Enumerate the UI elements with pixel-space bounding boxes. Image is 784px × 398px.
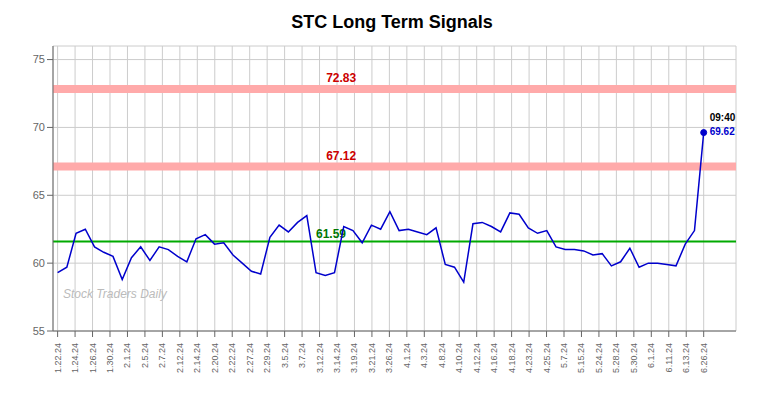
svg-text:61.59: 61.59 <box>316 226 346 241</box>
svg-text:1.26.24: 1.26.24 <box>88 343 98 373</box>
svg-text:4.1.24: 4.1.24 <box>402 343 412 368</box>
svg-text:3.14.24: 3.14.24 <box>332 343 342 373</box>
svg-text:6.13.24: 6.13.24 <box>681 343 691 373</box>
html-text:STC Long Term Signals: STC Long Term Signals <box>291 12 493 32</box>
svg-text:65: 65 <box>33 189 45 201</box>
svg-text:4.3.24: 4.3.24 <box>419 343 429 368</box>
svg-text:4.8.24: 4.8.24 <box>437 343 447 368</box>
svg-text:5.15.24: 5.15.24 <box>576 343 586 373</box>
svg-text:5.30.24: 5.30.24 <box>629 343 639 373</box>
svg-text:72.83: 72.83 <box>326 71 356 85</box>
svg-text:2.29.24: 2.29.24 <box>262 343 272 373</box>
svg-text:4.23.24: 4.23.24 <box>524 343 534 373</box>
svg-text:2.14.24: 2.14.24 <box>192 343 202 373</box>
svg-text:3.5.24: 3.5.24 <box>280 343 290 368</box>
svg-text:6.1.24: 6.1.24 <box>646 343 656 368</box>
svg-text:1.24.24: 1.24.24 <box>70 343 80 373</box>
svg-text:75: 75 <box>33 53 45 65</box>
svg-text:6.26.24: 6.26.24 <box>699 343 709 373</box>
svg-text:60: 60 <box>33 257 45 269</box>
svg-text:4.18.24: 4.18.24 <box>507 343 517 373</box>
svg-text:6.11.24: 6.11.24 <box>664 343 674 372</box>
svg-text:55: 55 <box>33 325 45 337</box>
svg-text:70: 70 <box>33 121 45 133</box>
svg-text:2.7.24: 2.7.24 <box>157 343 167 368</box>
svg-text:2.22.24: 2.22.24 <box>227 343 237 373</box>
svg-text:3.12.24: 3.12.24 <box>315 343 325 373</box>
svg-text:3.19.24: 3.19.24 <box>349 343 359 373</box>
svg-text:3.7.24: 3.7.24 <box>297 343 307 368</box>
svg-text:2.12.24: 2.12.24 <box>175 343 185 373</box>
svg-text:4.10.24: 4.10.24 <box>454 343 464 373</box>
svg-text:1.30.24: 1.30.24 <box>105 343 115 373</box>
svg-text:5.28.24: 5.28.24 <box>611 343 621 373</box>
svg-text:4.25.24: 4.25.24 <box>542 343 552 373</box>
svg-text:69.62: 69.62 <box>710 126 735 137</box>
svg-text:2.5.24: 2.5.24 <box>140 343 150 368</box>
svg-text:5.7.24: 5.7.24 <box>559 343 569 368</box>
svg-text:1.22.24: 1.22.24 <box>53 343 63 373</box>
svg-text:67.12: 67.12 <box>326 149 356 163</box>
svg-text:09:40: 09:40 <box>710 112 736 123</box>
svg-text:2.1.24: 2.1.24 <box>122 343 132 368</box>
svg-text:3.21.24: 3.21.24 <box>367 343 377 373</box>
svg-text:3.26.24: 3.26.24 <box>384 343 394 373</box>
html-text:Stock Traders Daily: Stock Traders Daily <box>63 287 167 301</box>
svg-text:2.20.24: 2.20.24 <box>210 343 220 373</box>
svg-text:4.16.24: 4.16.24 <box>489 343 499 373</box>
svg-text:5.24.24: 5.24.24 <box>594 343 604 373</box>
svg-text:4.12.24: 4.12.24 <box>472 343 482 373</box>
svg-text:2.27.24: 2.27.24 <box>245 343 255 373</box>
